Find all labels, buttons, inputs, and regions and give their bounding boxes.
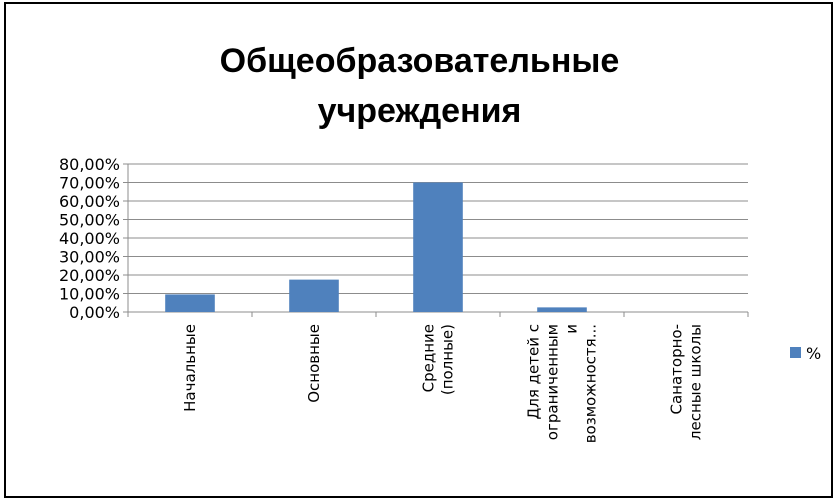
y-tick-label: 50,00% <box>59 211 120 230</box>
bar <box>289 279 339 312</box>
legend-swatch <box>790 347 801 358</box>
x-category-label: Для детей с <box>525 324 543 419</box>
y-tick-label: 10,00% <box>59 285 120 304</box>
bar <box>165 294 215 312</box>
x-category-label: Санаторно- <box>668 324 686 415</box>
x-category-label: возможностя... <box>582 324 600 443</box>
x-category-label: и <box>563 324 581 334</box>
x-category-label: лесные школы <box>687 324 705 440</box>
x-category-label: Начальные <box>181 324 199 412</box>
y-tick-label: 70,00% <box>59 174 120 193</box>
bar <box>537 307 587 312</box>
x-category-label: ограниченным <box>544 324 562 440</box>
x-category-label: Средние <box>420 324 438 392</box>
y-tick-label: 20,00% <box>59 266 120 285</box>
x-category-label: Основные <box>305 324 323 403</box>
y-tick-label: 0,00% <box>69 303 120 322</box>
x-category-label: (полные) <box>439 324 457 395</box>
bar <box>413 182 463 312</box>
y-tick-label: 30,00% <box>59 248 120 267</box>
y-tick-label: 40,00% <box>59 229 120 248</box>
y-tick-label: 80,00% <box>59 155 120 174</box>
legend-label: % <box>806 344 821 363</box>
y-tick-label: 60,00% <box>59 192 120 211</box>
chart-title: Общеобразовательные учреждения <box>0 36 839 136</box>
chart-title-line-2: учреждения <box>317 92 522 130</box>
chart-title-line-1: Общеобразовательные <box>219 42 620 80</box>
